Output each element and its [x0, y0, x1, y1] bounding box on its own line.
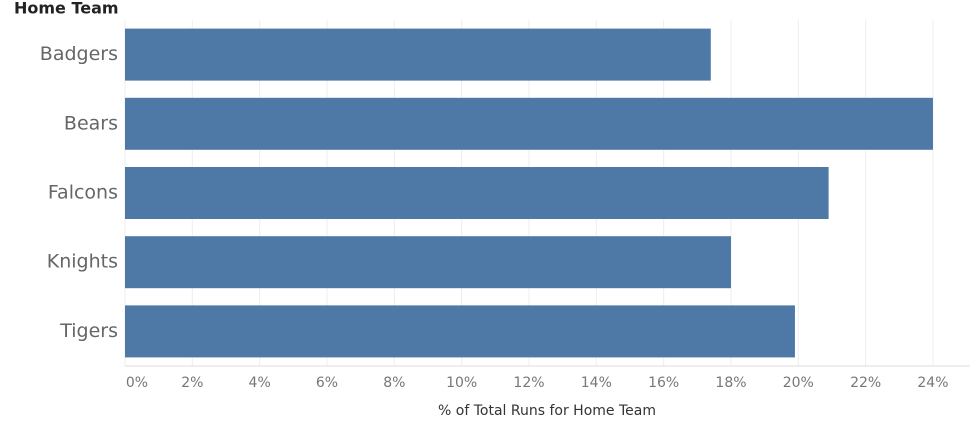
bar [125, 305, 795, 358]
bar [125, 167, 829, 219]
x-tick-label: 10% [446, 375, 477, 391]
x-tick-label: 24% [917, 375, 948, 391]
x-tick-label: 14% [581, 375, 612, 391]
x-tick-label: 2% [181, 375, 203, 391]
y-tick-label: Falcons [48, 182, 118, 204]
x-axis-label: % of Total Runs for Home Team [438, 403, 656, 419]
x-tick-label: 20% [783, 375, 814, 391]
x-tick-label: 22% [850, 375, 881, 391]
x-tick-label: 4% [249, 375, 271, 391]
y-tick-label: Tigers [59, 320, 118, 342]
y-axis-header: Home Team [14, 0, 119, 18]
x-tick-label: 6% [316, 375, 338, 391]
bar [125, 97, 933, 150]
x-tick-label: 18% [715, 375, 746, 391]
x-tick-label: 0% [126, 375, 148, 391]
y-tick-label: Bears [64, 112, 118, 134]
bar [125, 28, 711, 81]
bar [125, 236, 731, 289]
y-tick-label: Knights [47, 251, 118, 273]
x-tick-label: 12% [513, 375, 544, 391]
x-tick-label: 8% [383, 375, 405, 391]
x-tick-label: 16% [648, 375, 679, 391]
y-tick-label: Badgers [40, 43, 118, 65]
